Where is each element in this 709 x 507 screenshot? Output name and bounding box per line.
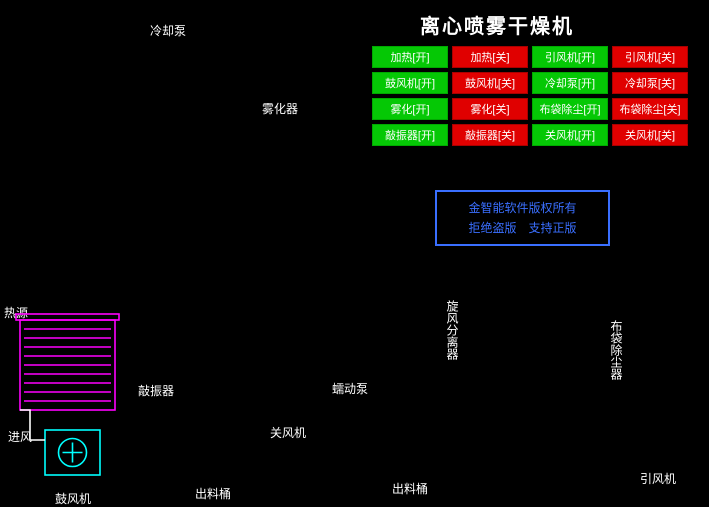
process-diagram bbox=[0, 0, 709, 503]
